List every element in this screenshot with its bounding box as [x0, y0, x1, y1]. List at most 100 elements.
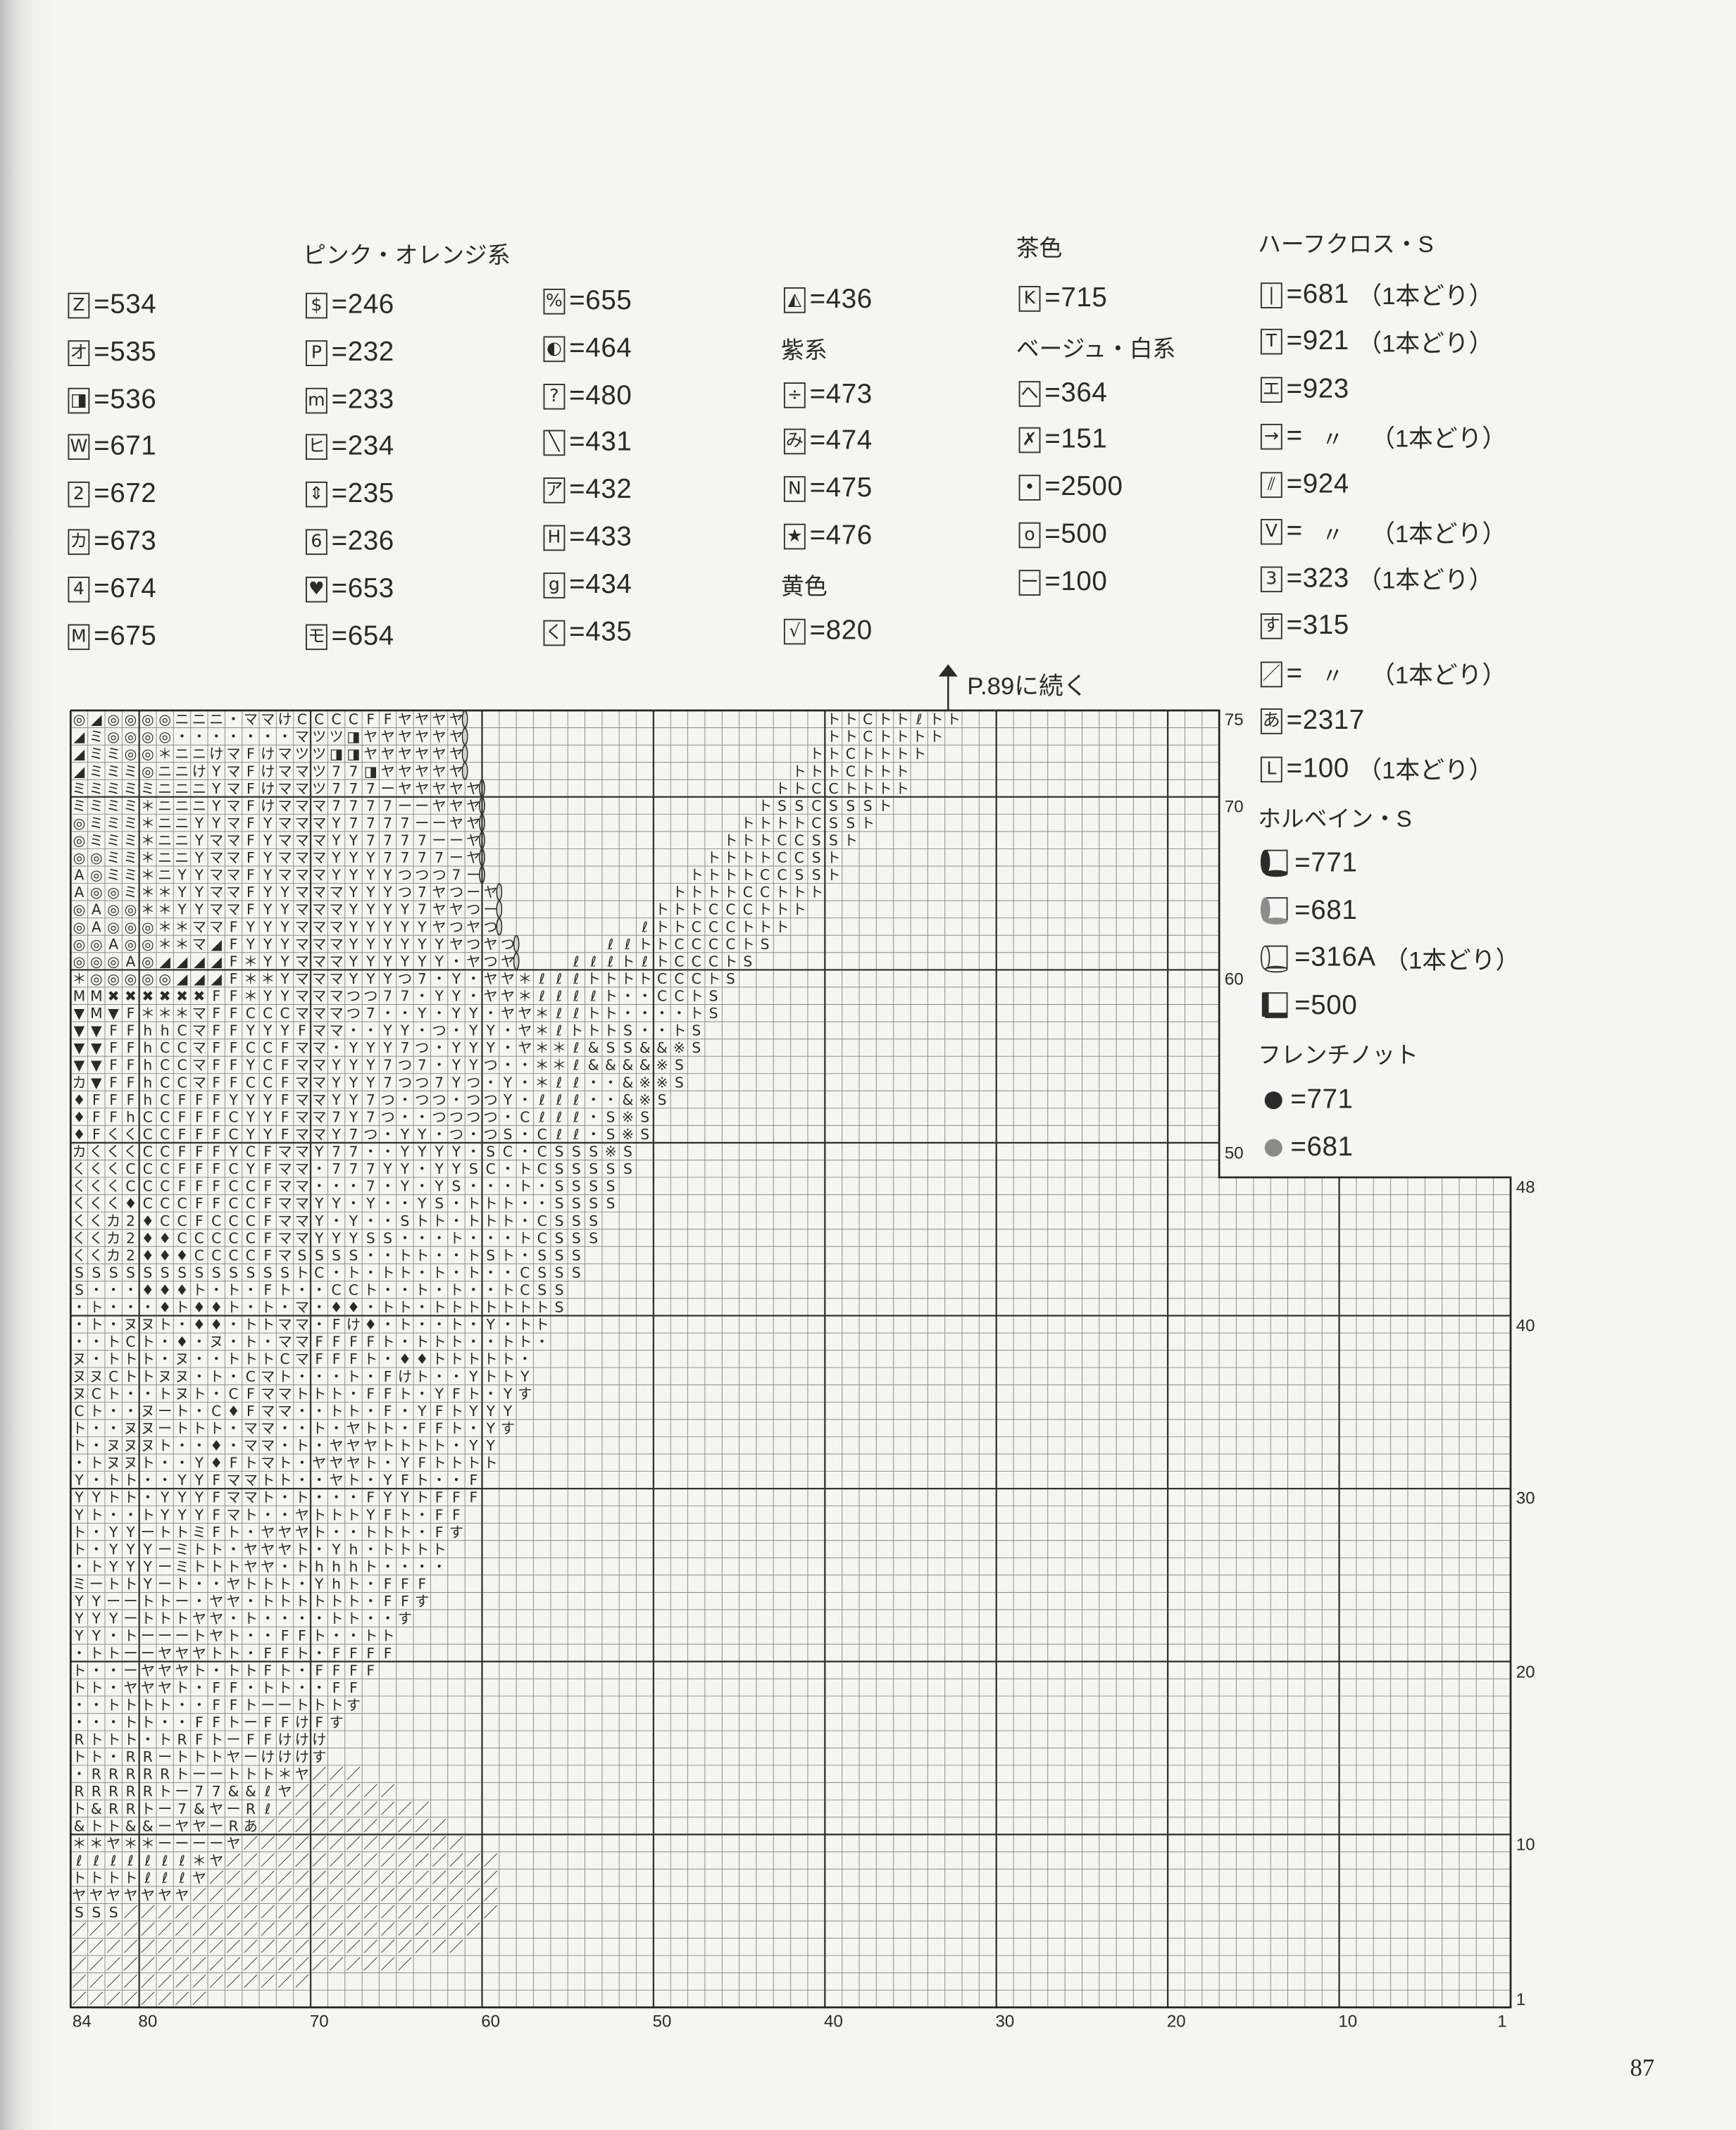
legend-item: 2 = 672	[68, 479, 156, 510]
legend-item: ◨ = 536	[68, 384, 156, 415]
thread-number: 475	[825, 473, 873, 504]
legend-item: あ = 2317	[1260, 706, 1365, 737]
legend-heading: ピンク・オレンジ系	[303, 242, 511, 269]
equals-sign: =	[569, 380, 586, 411]
thread-number: 235	[347, 479, 394, 509]
chart-row-symbols: Rトトト・トRFトーFFけけけ	[74, 1731, 326, 1748]
french-knot-icon	[1264, 1139, 1282, 1158]
row-number-label: 20	[1516, 1662, 1535, 1681]
chart-row-symbols: ヌ・トトト・ヌ・・トトトCマFFFト・♦♦トトトトト・	[72, 1351, 532, 1367]
thread-number: 534	[110, 289, 157, 320]
stitch-symbol-icon: m	[305, 387, 327, 413]
equals-sign: =	[331, 289, 348, 320]
legend-item: N = 475	[783, 473, 873, 505]
equals-sign: =	[1290, 1132, 1307, 1163]
legend-item: Z = 534	[68, 290, 156, 321]
thread-number: 681	[1302, 279, 1349, 309]
legend-item: 6 = 236	[305, 526, 394, 558]
legend-item: W = 671	[68, 432, 156, 463]
chart-row-symbols: RRRRRトー77&&ℓヤ／／／／／／	[74, 1783, 394, 1800]
holbein-stitch-line	[461, 744, 468, 763]
row-number-label: 10	[1516, 1834, 1535, 1854]
stitch-symbol-icon: ★	[783, 523, 806, 550]
stitch-symbol-icon: L	[1260, 756, 1282, 782]
row-number-label: 50	[1224, 1143, 1244, 1163]
stitch-symbol-icon: H	[543, 525, 566, 551]
stitch-symbol-icon: ー	[1018, 569, 1041, 596]
stitch-symbol-icon: M	[68, 623, 90, 650]
row-number-label: 75	[1224, 710, 1244, 730]
chart-row-symbols: ♦FFFhCFFFYYYFママYY7つ・つつ・つつY・ℓℓℓ・・&※S	[73, 1091, 666, 1108]
thread-number: 151	[1061, 425, 1108, 456]
legend-item: く = 435	[543, 617, 632, 648]
chart-row-symbols: ▼▼FFhCCマFFYCFママYYY7つ7・YYつ・・＊＊ℓ&&&&※S	[74, 1057, 684, 1074]
equals-sign: =	[1044, 377, 1061, 408]
legend-item: → = 〃 （1本どり）	[1260, 420, 1506, 455]
chart-row-symbols: ▼▼FFhhCマFFYYYFママ・・YY・つ・YY・ヤ＊ℓトトトS・・トS	[74, 1022, 701, 1039]
chart-row-symbols: トトトCCCトトト	[655, 901, 806, 918]
row-number-label: 48	[1516, 1177, 1535, 1197]
chart-row-symbols: ◎ミミミ＊ニニYYマFYマママY7777ーーヤヤ	[73, 815, 481, 832]
legend-group-heading: ベージュ・白系	[1016, 336, 1176, 362]
chart-row-symbols: ◢ミミミ◎ニニけYマFけママツ77◨ヤヤヤヤヤ	[74, 763, 463, 779]
thread-number: 681	[1311, 895, 1358, 926]
legend-item: T = 921 （1本どり）	[1260, 325, 1493, 360]
chart-row-symbols: ト・YYートトミFト・ヤヤヤト・・トトト・Fす	[72, 1524, 463, 1541]
stitch-symbol-icon: V	[1260, 518, 1282, 545]
holbein-stitch-icon	[1260, 850, 1290, 877]
thread-number: 921	[1302, 326, 1349, 357]
thread-number: 364	[1061, 377, 1108, 408]
equals-sign: =	[809, 473, 826, 504]
chart-border	[69, 709, 1512, 2009]
thread-number: 535	[110, 337, 157, 368]
equals-sign: =	[1286, 468, 1303, 499]
chart-row-symbols: YYトト・YYYFママト・ト・・・FYYトFFF	[74, 1489, 477, 1506]
chart-row-symbols: ・トトーーヤヤヤトト・FFト・FFFF	[72, 1645, 392, 1662]
legend-group-heading: 黄色	[781, 573, 828, 600]
continuation-note: P.89に続く	[967, 672, 1088, 700]
chart-row-symbols: カ▼FFhCCマFFCCFママYYY7つつ7Yつ・Y・＊ℓℓ・・&※※S	[72, 1074, 684, 1091]
stitch-symbol-icon: 4	[68, 576, 90, 603]
thread-number: 655	[585, 286, 632, 316]
chart-row-symbols: ヤヤヤヤヤヤヤ／／／／／／／／／／／／／／／／／／	[72, 1887, 497, 1904]
thread-number: 924	[1302, 468, 1349, 499]
ditto-mark: 〃	[1321, 523, 1344, 547]
legend-group-heading: ホルベイン・S	[1258, 806, 1412, 832]
equals-sign: =	[1286, 753, 1303, 784]
thread-number: 431	[585, 427, 632, 458]
legend-item: L = 100 （1本どり）	[1260, 751, 1493, 787]
column-number-label: 50	[652, 2011, 672, 2031]
equals-sign: =	[331, 620, 348, 651]
legend-item: V = 〃 （1本どり）	[1260, 514, 1506, 549]
stitch-symbol-icon: ヒ	[305, 434, 327, 461]
equals-sign: =	[331, 526, 348, 557]
stitch-symbol-icon: •	[1018, 475, 1041, 501]
equals-sign: =	[94, 432, 111, 462]
stitch-symbol-icon: ╲	[543, 430, 566, 457]
column-number-label: 70	[309, 2011, 329, 2031]
stitch-symbol-icon: オ	[68, 339, 90, 366]
thread-number: 100	[1061, 567, 1108, 597]
legend-item: ー = 100	[1018, 567, 1108, 598]
holbein-stitch-line	[496, 900, 503, 918]
legend-item: す = 315	[1260, 611, 1349, 642]
legend-item: • = 2500	[1018, 472, 1123, 503]
chart-row-symbols: トトトトℓℓℓヤ／／／／／／／／／／／／／／／／／	[72, 1869, 497, 1886]
legend-item: ÷ = 473	[783, 379, 873, 410]
thread-number: 476	[825, 520, 873, 551]
equals-sign: =	[1286, 658, 1303, 689]
stitch-symbol-icon: √	[783, 618, 806, 644]
french-knot-icon	[1264, 1091, 1282, 1110]
legend-item: 3 = 323 （1本どり）	[1260, 562, 1493, 597]
chart-row-symbols: YYーートトー・ヤヤ・トトトトトト・FFす	[74, 1593, 429, 1610]
equals-sign: =	[94, 526, 111, 557]
equals-sign: =	[94, 384, 111, 415]
thread-number: 820	[825, 615, 873, 646]
legend-group-heading: フレンチノット	[1258, 1043, 1418, 1070]
chart-row-symbols: ・RRRRRトーートトト＊ヤ／／／	[72, 1766, 361, 1783]
holbein-stitch-line	[496, 883, 503, 901]
equals-sign: =	[94, 479, 111, 509]
thread-number: 2317	[1302, 706, 1365, 736]
stitch-symbol-icon: ◨	[68, 387, 90, 413]
thread-number: 473	[825, 379, 873, 409]
